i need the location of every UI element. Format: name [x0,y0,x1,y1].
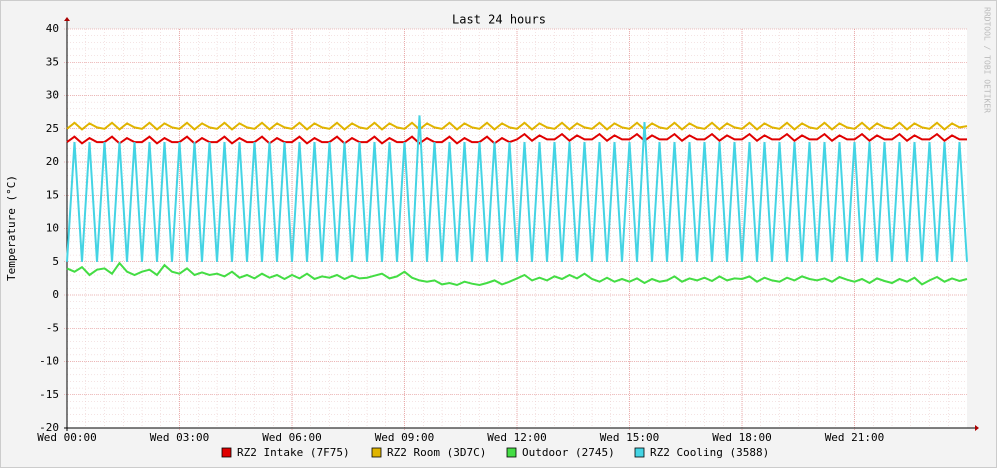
legend-label: RZ2 Room (3D7C) [387,446,486,459]
series-line [66,132,967,145]
axis-arrow [64,17,70,21]
y-tick-label: -10 [39,355,59,368]
y-tick-label: -15 [39,388,59,401]
y-tick-label: 10 [46,222,59,235]
legend-swatch [634,447,645,458]
x-tick-label: Wed 09:00 [375,431,435,444]
x-tick-label: Wed 12:00 [487,431,547,444]
y-tick-label: 5 [52,255,59,268]
series-line [66,115,968,262]
legend-swatch [221,447,232,458]
x-tick-label: Wed 03:00 [150,431,210,444]
chart-title: Last 24 hours [452,13,546,27]
y-tick-label: 0 [52,288,59,301]
y-tick-label: 35 [46,55,59,68]
y-tick-label: 15 [46,188,59,201]
y-tick-label: -20 [39,421,59,434]
y-tick-label: 40 [46,22,59,35]
y-tick-label: 20 [46,155,59,168]
legend-label: Outdoor (2745) [522,446,615,459]
axis-arrow [975,425,979,431]
y-tick-label: 30 [46,89,59,102]
watermark: RRDTOOL / TOBI OETIKER [983,7,992,113]
x-tick-label: Wed 21:00 [825,431,885,444]
x-tick-label: Wed 15:00 [600,431,660,444]
legend-label: RZ2 Cooling (3588) [650,446,769,459]
x-tick-label: Wed 18:00 [712,431,772,444]
legend-label: RZ2 Intake (7F75) [237,446,350,459]
y-axis-label: Temperature (°C) [5,175,18,281]
x-tick-label: Wed 00:00 [37,431,97,444]
y-tick-label: 25 [46,122,59,135]
series-line [66,121,968,131]
legend-swatch [506,447,517,458]
x-tick-label: Wed 06:00 [262,431,322,444]
legend-swatch [371,447,382,458]
series-line [66,261,968,287]
y-tick-label: -5 [46,321,59,334]
